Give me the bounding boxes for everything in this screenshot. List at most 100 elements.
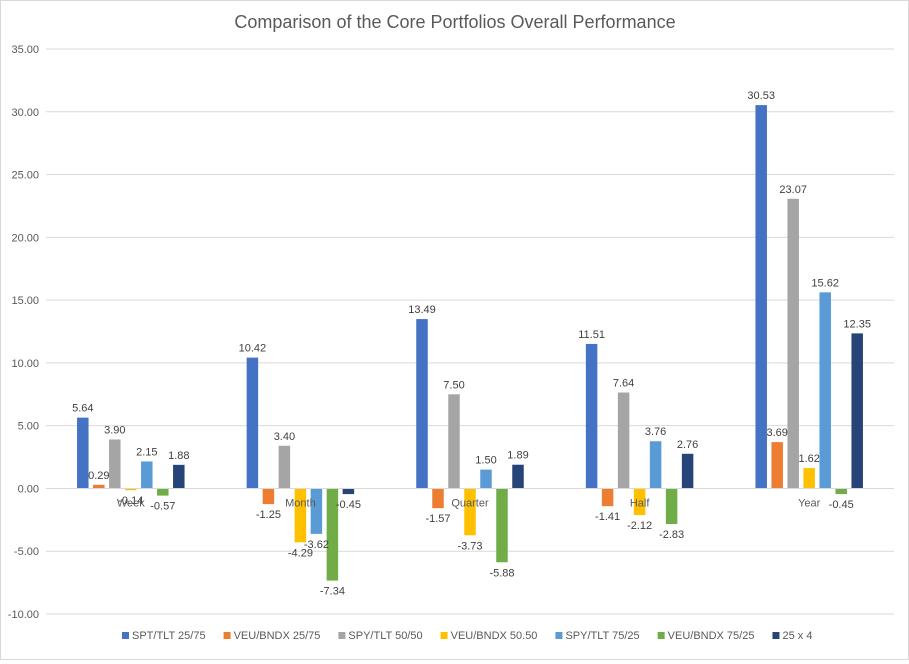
bar <box>585 343 598 489</box>
legend-swatch <box>223 632 231 639</box>
legend-swatch <box>338 632 346 639</box>
legend-label: VEU/BNDX 75/25 <box>668 630 755 642</box>
y-tick-label: 5.00 <box>18 421 39 433</box>
category-label: Week <box>117 497 145 509</box>
data-label: -7.34 <box>320 586 345 598</box>
legend-swatch <box>657 632 665 639</box>
category-label: Half <box>630 497 651 509</box>
y-tick-label: 20.00 <box>11 232 39 244</box>
bars <box>77 105 863 581</box>
bar <box>601 488 614 507</box>
data-label: 10.42 <box>239 343 267 355</box>
legend-swatch <box>555 632 563 639</box>
data-label: 12.35 <box>843 318 871 330</box>
data-label: 3.90 <box>104 424 125 436</box>
legend-swatch <box>122 632 129 639</box>
bar <box>480 469 492 489</box>
data-label: -0.14 <box>118 495 143 507</box>
bar <box>141 461 153 489</box>
bar <box>448 394 460 489</box>
data-label: 7.50 <box>443 379 464 391</box>
legend-label: VEU/BNDX 50.50 <box>451 630 538 642</box>
data-label: -0.45 <box>336 499 361 511</box>
legend-item: VEU/BNDX 75/25 <box>657 630 755 642</box>
y-tick-label: 25.00 <box>11 170 39 182</box>
y-axis: -10.00 -5.00 0.00 5.00 10.00 15.00 20.00 25.00 3… <box>8 44 39 621</box>
bar <box>803 468 815 489</box>
bar <box>819 292 831 489</box>
data-label: -1.57 <box>425 513 450 525</box>
bar <box>278 445 291 489</box>
bar <box>496 488 508 563</box>
legend-item: SPY/TLT 50/50 <box>338 630 423 642</box>
data-label: -1.25 <box>256 509 281 521</box>
data-label: 3.40 <box>274 431 295 443</box>
data-label: 0.29 <box>88 470 109 482</box>
legend: SPT/TLT 25/75 VEU/BNDX 25/75 SPY/TLT 50/50… <box>122 630 812 642</box>
bar <box>771 442 783 489</box>
data-label: 1.89 <box>507 450 528 462</box>
bar <box>851 333 863 489</box>
bar <box>342 488 355 495</box>
data-label: 11.51 <box>578 329 605 341</box>
y-tick-label: 0.00 <box>18 483 39 495</box>
data-label: 1.88 <box>168 450 189 462</box>
legend-label: SPY/TLT 75/25 <box>565 630 639 642</box>
bar <box>681 453 694 489</box>
bar <box>617 392 630 489</box>
category-label: Quarter <box>451 497 489 509</box>
bar <box>173 464 185 489</box>
bar <box>109 439 121 489</box>
legend-item: SPY/TLT 75/25 <box>555 630 640 642</box>
data-label: 30.53 <box>747 90 775 102</box>
y-tick-label: -10.00 <box>8 609 39 621</box>
data-label: 3.76 <box>645 426 666 438</box>
legend-item: 25 x 4 <box>772 630 812 642</box>
bar <box>310 488 323 534</box>
data-label: 3.69 <box>766 427 787 439</box>
bar <box>432 488 444 509</box>
legend-label: SPT/TLT 25/75 <box>132 630 206 642</box>
bar <box>755 105 767 489</box>
data-label: 13.49 <box>408 304 436 316</box>
data-label: 23.07 <box>779 184 807 196</box>
bar <box>93 484 105 489</box>
bar <box>649 441 662 489</box>
data-label: 2.15 <box>136 446 157 458</box>
data-label: -2.83 <box>659 529 684 541</box>
bar <box>294 488 307 543</box>
legend-label: SPY/TLT 50/50 <box>348 630 422 642</box>
y-tick-label: -5.00 <box>14 546 39 558</box>
data-label: 5.64 <box>72 403 93 415</box>
data-label: -4.29 <box>288 547 313 559</box>
y-tick-label: 30.00 <box>11 107 39 119</box>
y-tick-label: 10.00 <box>11 358 39 370</box>
bar <box>512 464 524 489</box>
data-labels: 5.64 0.29 3.90 -0.14 2.15 -0.57 1.88 10.42 -1.25… <box>72 90 871 597</box>
data-label: -1.41 <box>595 511 620 523</box>
legend-item: SPT/TLT 25/75 <box>122 630 206 642</box>
bar <box>157 488 169 496</box>
legend-swatch <box>440 632 448 639</box>
bar <box>835 488 847 495</box>
y-tick-label: 35.00 <box>11 44 39 56</box>
legend-label: VEU/BNDX 25/75 <box>234 630 321 642</box>
data-label: 1.62 <box>798 453 819 465</box>
data-label: -2.12 <box>627 520 652 532</box>
bar <box>665 488 678 524</box>
bar <box>262 488 275 505</box>
data-label: -0.57 <box>150 501 175 513</box>
category-label: Year <box>798 497 821 509</box>
category-label: Month <box>285 497 316 509</box>
bar <box>77 417 89 489</box>
y-tick-label: 15.00 <box>11 295 39 307</box>
bar <box>464 488 476 536</box>
legend-item: VEU/BNDX 50.50 <box>440 630 538 642</box>
legend-item: VEU/BNDX 25/75 <box>223 630 321 642</box>
bar <box>633 488 646 516</box>
data-label: 15.62 <box>811 277 839 289</box>
legend-swatch <box>772 632 780 639</box>
data-label: 1.50 <box>475 455 496 467</box>
